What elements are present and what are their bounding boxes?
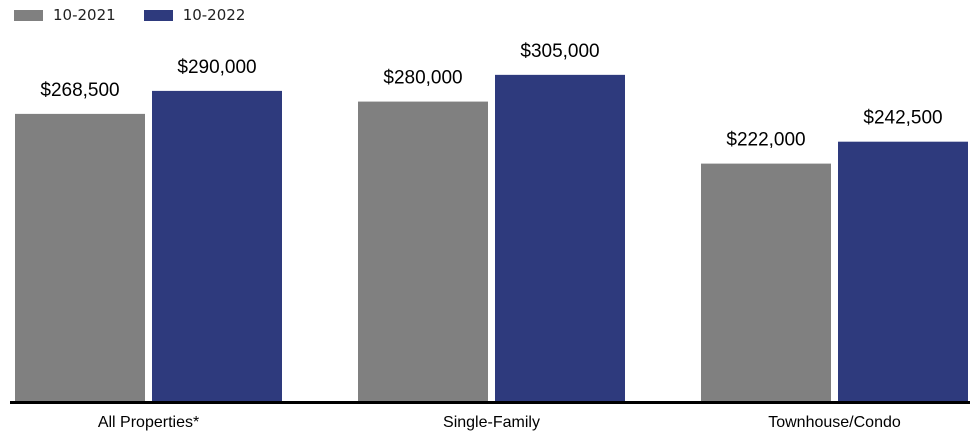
data-label-10-2021-2: $222,000 bbox=[726, 130, 805, 151]
data-label-10-2022-0: $290,000 bbox=[177, 57, 256, 78]
data-label-10-2022-1: $305,000 bbox=[520, 41, 599, 62]
legend-swatch-2021 bbox=[14, 9, 43, 21]
bar-10-2021-0 bbox=[15, 113, 145, 401]
bar-10-2021-2 bbox=[701, 163, 831, 401]
data-label-10-2021-1: $280,000 bbox=[383, 68, 462, 89]
bar-10-2022-2 bbox=[838, 141, 968, 402]
legend-label-2021: 10-2021 bbox=[53, 6, 116, 24]
bar-10-2022-0 bbox=[152, 90, 282, 401]
bar-10-2021-1 bbox=[358, 101, 488, 401]
legend: 10-2021 10-2022 bbox=[14, 6, 273, 24]
legend-label-2022: 10-2022 bbox=[182, 6, 246, 24]
bar-10-2022-1 bbox=[495, 74, 625, 401]
category-label-1: Single-Family bbox=[443, 414, 540, 431]
legend-swatch-2022 bbox=[143, 9, 173, 21]
data-label-10-2022-2: $242,500 bbox=[863, 108, 942, 129]
legend-item-2021: 10-2021 bbox=[14, 6, 116, 24]
data-label-10-2021-0: $268,500 bbox=[40, 80, 119, 101]
category-label-0: All Properties* bbox=[98, 414, 199, 431]
legend-item-2022: 10-2022 bbox=[143, 6, 246, 24]
category-label-2: Townhouse/Condo bbox=[768, 414, 901, 431]
